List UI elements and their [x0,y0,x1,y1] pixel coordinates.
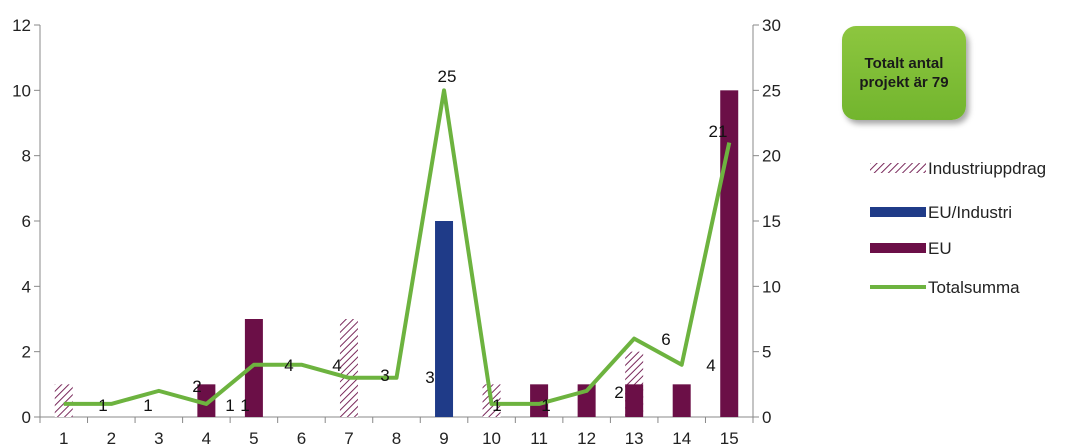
y-tick-left-label: 4 [22,277,31,296]
x-tick-label: 8 [392,429,401,448]
y-tick-left-label: 2 [22,343,31,362]
bar-industriuppdrag [54,384,73,417]
bar-eu-industri [435,221,454,417]
data-label: 1 [225,396,234,415]
data-label: 2 [192,377,201,396]
legend-label: Totalsumma [928,278,1020,297]
bars [54,90,739,417]
data-label: 1 [98,396,107,415]
legend-swatch [870,207,926,217]
x-tick-label: 6 [297,429,306,448]
x-tick-label: 2 [107,429,116,448]
bar-eu [197,384,216,417]
x-tick-label: 12 [577,429,596,448]
x-tick-label: 7 [344,429,353,448]
bar-eu [244,319,263,417]
x-tick-label: 10 [482,429,501,448]
x-tick-label: 4 [202,429,211,448]
y-tick-right-label: 30 [762,16,781,35]
bar-industriuppdrag [339,319,358,417]
data-label: 1 [240,396,249,415]
data-label: 21 [709,122,728,141]
data-label: 4 [706,356,715,375]
data-label: 4 [332,356,341,375]
data-label: 1 [492,396,501,415]
line [63,88,732,406]
x-tick-label: 9 [439,429,448,448]
x-tick-label: 5 [249,429,258,448]
y-tick-left-label: 10 [12,81,31,100]
total-callout: Totalt antal projekt är 79 [842,26,966,120]
legend-label: EU [928,239,952,258]
y-tick-right-label: 25 [762,81,781,100]
data-label: 2 [614,383,623,402]
y-tick-right-label: 10 [762,277,781,296]
y-tick-right-label: 0 [762,408,771,427]
y-tick-right-label: 15 [762,212,781,231]
legend-label: Industriuppdrag [928,159,1046,178]
y-tick-left-label: 8 [22,147,31,166]
x-tick-label: 15 [720,429,739,448]
data-label: 3 [380,366,389,385]
data-label: 4 [284,356,293,375]
y-tick-left-label: 0 [22,408,31,427]
bar-eu [625,384,644,417]
legend-swatch [870,243,926,253]
y-tick-left-label: 6 [22,212,31,231]
y-tick-right-label: 20 [762,147,781,166]
x-tick-label: 14 [672,429,691,448]
data-label: 25 [438,67,457,86]
data-label: 1 [541,396,550,415]
legend-label: EU/Industri [928,203,1012,222]
x-tick-label: 3 [154,429,163,448]
bar-eu [672,384,691,417]
x-tick-label: 13 [625,429,644,448]
legend-swatch [870,163,926,173]
data-label: 3 [425,368,434,387]
x-tick-label: 11 [530,429,548,448]
bar-eu [530,384,549,417]
x-tick-label: 1 [59,429,68,448]
data-label: 1 [143,396,152,415]
y-tick-right-label: 5 [762,343,771,362]
line-totalsumma [63,88,732,406]
y-tick-left-label: 12 [12,16,31,35]
total-callout-text: Totalt antal projekt är 79 [859,55,949,91]
data-label: 6 [661,330,670,349]
legend: Industriuppdrag EU/Industri EU Totalsumma [870,159,1046,297]
